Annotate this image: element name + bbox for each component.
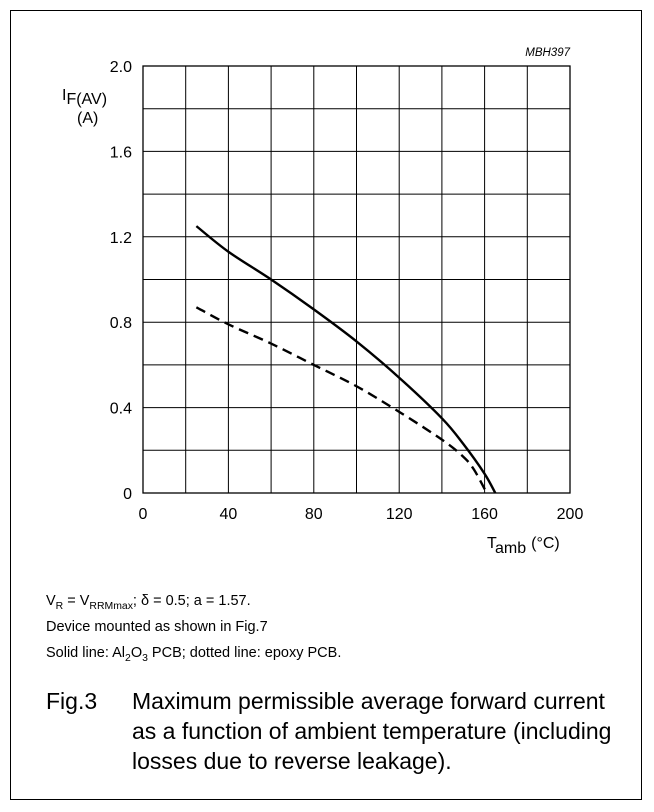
x-tick-label: 0	[139, 506, 148, 523]
series-line-solid	[195, 225, 497, 494]
y-tick-label: 0.4	[110, 401, 132, 418]
note-mounting: Device mounted as shown in Fig.7	[46, 619, 268, 635]
figure-caption: Fig.3 Maximum permissible average forwar…	[46, 686, 612, 776]
x-tick-label: 200	[557, 506, 584, 523]
figure-code-label: MBH397	[525, 47, 570, 59]
x-tick-label: 80	[305, 506, 323, 523]
y-axis-label: IF(AV)	[62, 87, 107, 108]
y-tick-label: 1.2	[110, 230, 132, 247]
caption-number: Fig.3	[46, 688, 98, 714]
x-axis-label: Tamb (°C)	[487, 535, 560, 557]
y-tick-label: 0	[123, 486, 132, 503]
series-line-dashed	[195, 306, 488, 494]
y-axis-unit: (A)	[77, 110, 98, 127]
y-tick-label: 1.6	[110, 144, 132, 161]
y-tick-label: 0.8	[110, 315, 132, 332]
y-tick-label: 2.0	[110, 59, 132, 76]
x-tick-label: 40	[220, 506, 238, 523]
x-tick-label: 160	[471, 506, 498, 523]
figure-notes: VR = VRRMmax; δ = 0.5; a = 1.57. Device …	[46, 588, 341, 666]
caption-text: Maximum permissible average forward curr…	[132, 688, 612, 774]
x-tick-label: 120	[386, 506, 413, 523]
note-conditions: VR = VRRMmax; δ = 0.5; a = 1.57.	[46, 593, 251, 612]
note-legend: Solid line: Al2O3 PCB; dotted line: epox…	[46, 645, 342, 664]
plot-border	[142, 65, 571, 494]
figure-frame	[10, 10, 642, 800]
